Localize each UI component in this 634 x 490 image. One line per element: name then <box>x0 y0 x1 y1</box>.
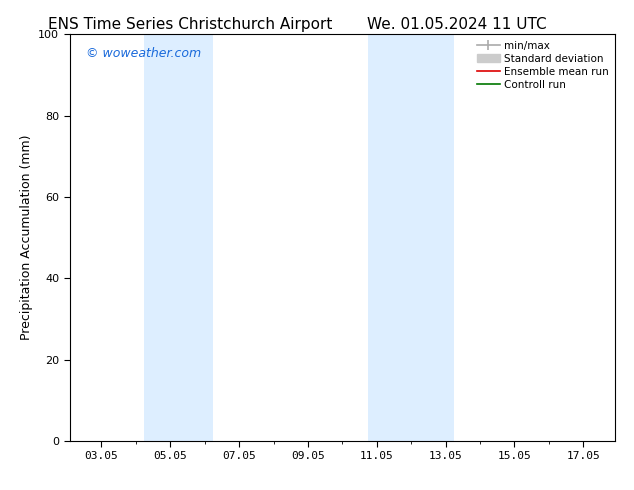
Y-axis label: Precipitation Accumulation (mm): Precipitation Accumulation (mm) <box>20 135 33 341</box>
Bar <box>368 34 454 441</box>
Text: © woweather.com: © woweather.com <box>86 47 201 59</box>
Legend: min/max, Standard deviation, Ensemble mean run, Controll run: min/max, Standard deviation, Ensemble me… <box>473 36 613 94</box>
Bar <box>145 34 213 441</box>
Text: ENS Time Series Christchurch Airport: ENS Time Series Christchurch Airport <box>48 17 332 32</box>
Text: We. 01.05.2024 11 UTC: We. 01.05.2024 11 UTC <box>366 17 547 32</box>
